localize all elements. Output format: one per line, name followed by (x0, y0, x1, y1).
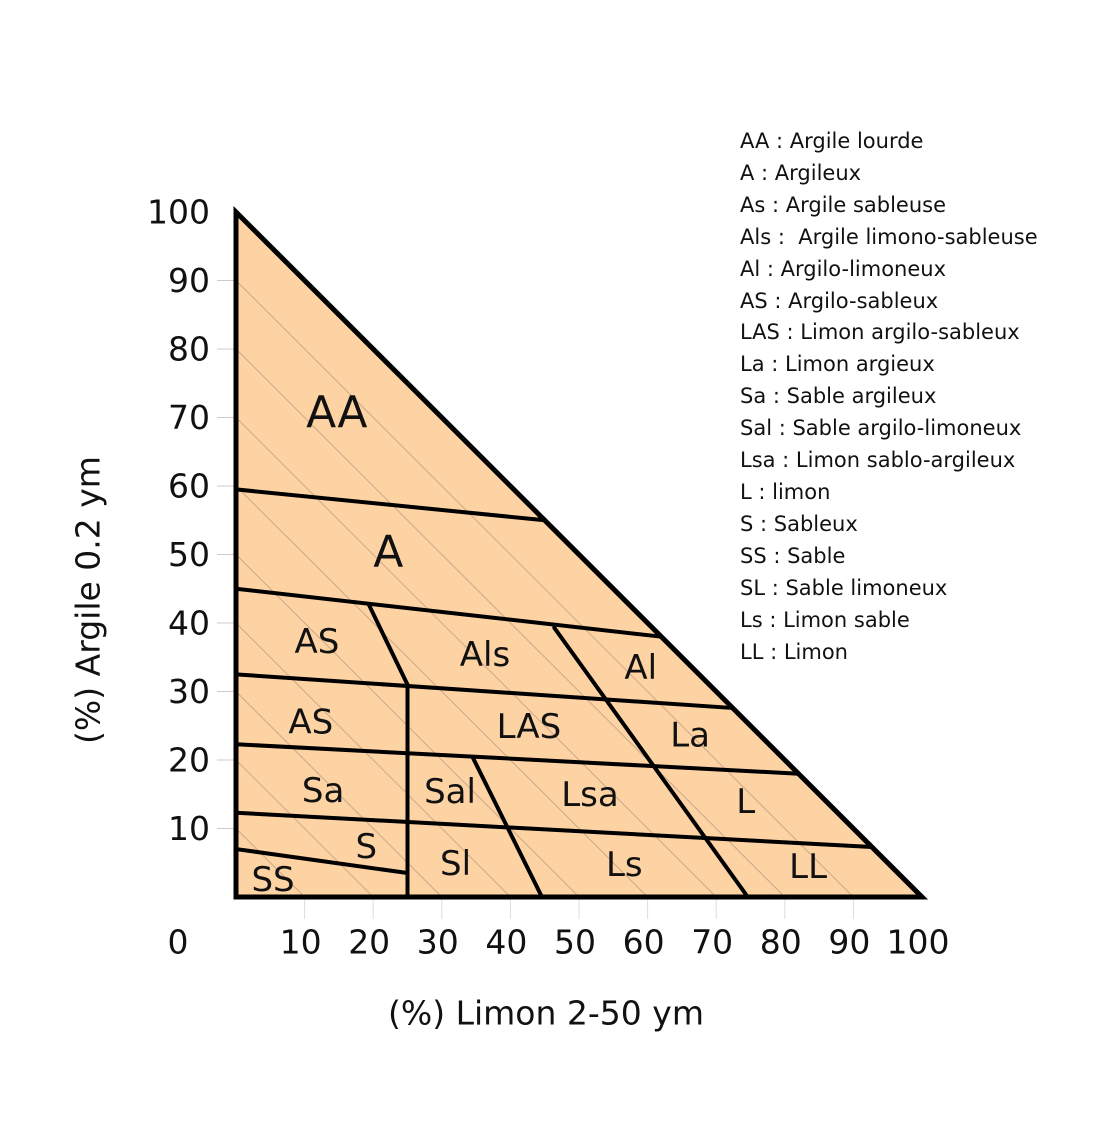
hatch-line (235, 348, 786, 898)
legend-item: A : Argileux (740, 160, 862, 185)
y-tick-label: 20 (168, 741, 210, 780)
region-label-as: AS (295, 622, 340, 662)
y-tick-label: 10 (168, 809, 210, 848)
legend-item: Al : Argilo-limoneux (740, 256, 947, 281)
region-label-sal: Sal (424, 772, 476, 812)
x-tick-label: 10 (280, 923, 322, 962)
legend-item: SL : Sable limoneux (740, 575, 948, 600)
legend-item: La : Limon argieux (740, 352, 935, 377)
y-tick-label: 100 (147, 193, 210, 232)
class-boundary-line (367, 603, 410, 687)
region-label-aa: AA (306, 387, 367, 438)
region-label-lsa: Lsa (561, 775, 619, 815)
class-boundary-line (470, 755, 544, 899)
region-label-a: A (373, 526, 403, 577)
legend-item: SS : Sable (740, 543, 846, 568)
y-tick-label: 40 (168, 604, 210, 643)
legend-item: AS : Argilo-sableux (740, 288, 939, 313)
legend-item: Sal : Sable argilo-limoneux (740, 416, 1022, 441)
y-axis-title: (%) Argile 0.2 ym (69, 456, 108, 744)
x-tick-label: 60 (623, 923, 665, 962)
class-boundary-line (234, 810, 874, 849)
x-origin-label: 0 (168, 923, 189, 962)
triangle-outline (233, 205, 929, 900)
x-tick-label: 100 (887, 923, 950, 962)
region-label-sl: Sl (440, 844, 471, 884)
legend-item: Ls : Limon sable (740, 607, 910, 632)
region-label-sa: Sa (302, 771, 344, 811)
region-label-al: Al (624, 648, 657, 688)
region-label-la: La (670, 715, 710, 755)
region-label-las: LAS (497, 707, 562, 747)
hatch-line (235, 280, 854, 898)
y-tick-label: 90 (168, 261, 210, 300)
legend-item: LAS : Limon argilo-sableux (740, 320, 1020, 345)
region-label-ll: LL (789, 847, 827, 887)
legend-item: Lsa : Limon sablo-argileux (740, 448, 1016, 473)
legend-item: LL : Limon (740, 639, 848, 664)
y-tick-label: 30 (168, 672, 210, 711)
legend-item: Als : Argile limono-sableuse (740, 224, 1038, 249)
class-boundary-line (234, 672, 734, 710)
region-label-als: Als (460, 635, 510, 675)
y-tick-label: 70 (168, 398, 210, 437)
x-tick-label: 30 (417, 923, 459, 962)
x-tick-label: 80 (760, 923, 802, 962)
region-label-l: L (736, 782, 755, 822)
y-tick-label: 80 (168, 330, 210, 369)
hatch-line (235, 759, 374, 898)
legend-item: S : Sableux (740, 511, 858, 536)
legend-item: L : limon (740, 479, 831, 504)
y-tick-label: 50 (168, 535, 210, 574)
hatch-line (235, 622, 511, 898)
class-boundary-line (234, 847, 410, 876)
region-label-as: AS (288, 702, 333, 742)
hatch-line (235, 828, 305, 898)
x-tick-label: 90 (828, 923, 870, 962)
class-boundary-line (552, 625, 750, 899)
x-axis-title: (%) Limon 2-50 ym (388, 994, 704, 1033)
y-tick-label: 60 (168, 467, 210, 506)
hatch-line (235, 485, 648, 898)
class-boundary-line (234, 742, 801, 776)
x-tick-label: 40 (485, 923, 527, 962)
region-label-ss: SS (251, 860, 294, 900)
x-tick-label: 70 (691, 923, 733, 962)
legend-item: AA : Argile lourde (740, 129, 924, 153)
x-tick-label: 20 (348, 923, 390, 962)
class-boundary-line (234, 586, 664, 639)
legend: AA : Argile lourde A : Argileux As : Arg… (740, 126, 1038, 668)
legend-item: Sa : Sable argileux (740, 384, 937, 409)
class-boundary-line (234, 487, 547, 523)
region-label-ls: Ls (606, 845, 643, 885)
legend-item: As : Argile sableuse (740, 192, 947, 217)
x-tick-label: 50 (554, 923, 596, 962)
region-label-s: S (356, 827, 378, 867)
